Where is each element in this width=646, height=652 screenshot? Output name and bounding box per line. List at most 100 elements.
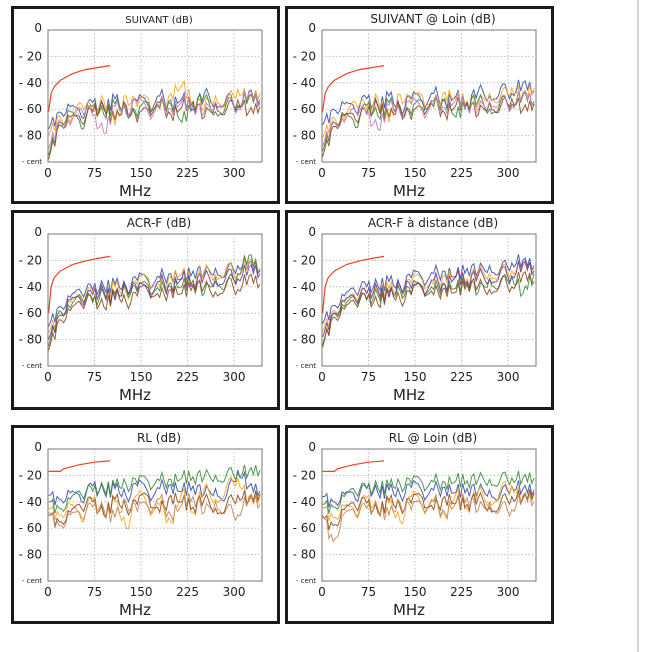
x-axis-label: MHz — [393, 386, 425, 404]
plot-area — [321, 233, 537, 367]
x-tick-label: 150 — [404, 585, 427, 599]
x-axis-label: MHz — [393, 601, 425, 619]
limit-line — [48, 460, 111, 473]
chart-panel: RL @ Loin (dB) 0 75 150 225 300 0 - 20 - 40 - 60 -… — [285, 425, 554, 624]
chart-title: ACR-F (dB) — [127, 216, 192, 230]
x-tick-label: 300 — [223, 585, 246, 599]
x-tick-label: 0 — [44, 585, 52, 599]
x-tick-label: 75 — [361, 166, 376, 180]
x-tick-label: 0 — [44, 370, 52, 384]
y-tick-label: - 80 — [293, 333, 316, 347]
chart-panel: ACR-F (dB) 0 75 150 225 300 0 - 20 - 40 - 60 - 80 -… — [11, 210, 280, 410]
series-group — [322, 254, 535, 348]
series-line-green — [48, 464, 261, 514]
series-line-brown — [48, 95, 261, 160]
x-axis-label: MHz — [119, 601, 151, 619]
chart-title: RL (dB) — [137, 431, 181, 445]
chart-svg: ACR-F à distance (dB) 0 75 150 225 300 0 - 20 - … — [293, 216, 537, 404]
x-axis-label: MHz — [119, 386, 151, 404]
y-tick-label: - 80 — [293, 548, 316, 562]
y-tick-label: - 20 — [293, 468, 316, 482]
series-line-blue — [322, 79, 535, 126]
y-tick-label: - 80 — [293, 129, 316, 143]
x-tick-label: 0 — [318, 166, 326, 180]
series-line-blue — [322, 254, 535, 324]
y-tick-label: 0 — [308, 440, 316, 454]
x-tick-label: 0 — [44, 166, 52, 180]
limit-line — [48, 255, 111, 314]
x-tick-label: 300 — [497, 166, 520, 180]
y-tick-label: - 60 — [19, 102, 42, 116]
chart-panel: SUIVANT (dB) 0 75 150 225 300 0 - 20 - 40 - 60 - 8… — [11, 6, 280, 204]
series-line-orange — [322, 85, 535, 139]
series-line-orange — [322, 260, 535, 332]
x-tick-label: 300 — [497, 585, 520, 599]
series-line-brown — [322, 93, 535, 157]
plot-area — [47, 29, 263, 163]
plot-area — [47, 233, 263, 367]
y-tick-label: - 20 — [19, 253, 42, 267]
series-group — [48, 65, 261, 160]
x-tick-label: 300 — [223, 166, 246, 180]
series-line-blue — [48, 256, 261, 327]
x-tick-label: 0 — [318, 370, 326, 384]
y-tick-label: 0 — [308, 225, 316, 239]
limit-line — [48, 65, 111, 112]
series-group — [48, 254, 261, 351]
series-line-blue — [322, 479, 535, 508]
chart-title: SUIVANT @ Loin (dB) — [370, 12, 495, 26]
x-axis-label: MHz — [119, 182, 151, 200]
y-tick-label: 0 — [34, 440, 42, 454]
x-tick-label: 300 — [497, 370, 520, 384]
y-tick-label: - 60 — [19, 521, 42, 535]
limit-line — [322, 460, 385, 473]
chart-panel: RL (dB) 0 75 150 225 300 0 - 20 - 40 - 60 - 80 - ce… — [11, 425, 280, 624]
x-tick-label: 150 — [130, 370, 153, 384]
x-tick-label: 75 — [361, 585, 376, 599]
series-line-brown — [48, 490, 261, 527]
y-tick-label: - 40 — [293, 495, 316, 509]
x-tick-label: 225 — [450, 166, 473, 180]
y-tick-label: 0 — [308, 21, 316, 35]
y-tick-label: - 20 — [293, 49, 316, 63]
y-tick-label: - 40 — [19, 76, 42, 90]
y-tick-label: - cent — [22, 158, 42, 166]
y-tick-label: - 20 — [293, 253, 316, 267]
x-tick-label: 225 — [176, 370, 199, 384]
y-tick-label: - 40 — [19, 280, 42, 294]
x-tick-label: 150 — [130, 585, 153, 599]
y-tick-label: - 40 — [293, 76, 316, 90]
series-line-brown — [48, 273, 261, 351]
series-group — [48, 460, 261, 530]
limit-line — [322, 255, 385, 314]
series-line-orange — [48, 476, 261, 530]
series-line-blue — [48, 469, 261, 506]
series-line-purple — [322, 260, 535, 338]
x-tick-label: 75 — [87, 166, 102, 180]
series-line-orange — [322, 480, 535, 525]
x-tick-label: 150 — [404, 370, 427, 384]
x-tick-label: 225 — [176, 585, 199, 599]
y-tick-label: - 40 — [293, 280, 316, 294]
y-tick-label: - 40 — [19, 495, 42, 509]
series-line-tan — [322, 492, 535, 543]
chart-svg: RL @ Loin (dB) 0 75 150 225 300 0 - 20 - 40 - 60 -… — [293, 431, 537, 619]
scrollbar[interactable] — [637, 0, 639, 652]
x-tick-label: 300 — [223, 370, 246, 384]
y-tick-label: 0 — [34, 225, 42, 239]
x-tick-label: 75 — [87, 370, 102, 384]
chart-panel: ACR-F à distance (dB) 0 75 150 225 300 0 - 20 - … — [285, 210, 554, 410]
x-tick-label: 150 — [130, 166, 153, 180]
chart-panel: SUIVANT @ Loin (dB) 0 75 150 225 300 0 - 20 - 40… — [285, 6, 554, 204]
series-group — [322, 460, 535, 543]
x-tick-label: 0 — [318, 585, 326, 599]
y-tick-label: - cent — [22, 362, 42, 370]
plot-area — [321, 448, 537, 582]
y-tick-label: - 20 — [19, 468, 42, 482]
series-line-tan — [48, 492, 261, 529]
y-tick-label: - cent — [296, 362, 316, 370]
chart-title: ACR-F à distance (dB) — [368, 216, 498, 230]
series-line-pink — [48, 89, 261, 149]
chart-title: SUIVANT (dB) — [125, 15, 193, 26]
chart-svg: ACR-F (dB) 0 75 150 225 300 0 - 20 - 40 - 60 - 80 -… — [19, 216, 263, 404]
